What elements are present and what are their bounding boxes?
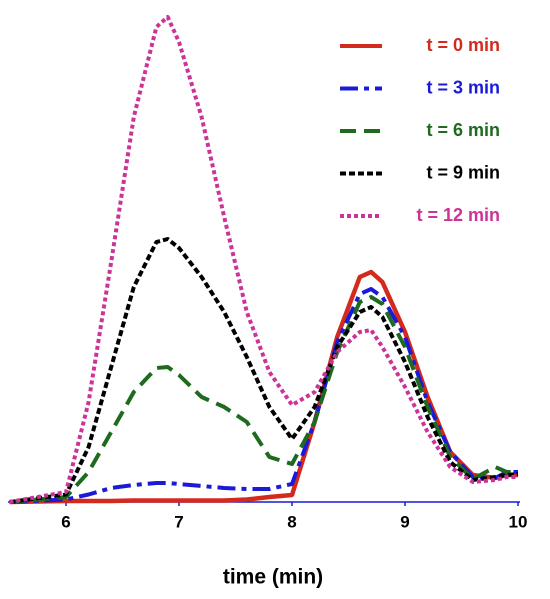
legend-label: t = 9 min	[426, 162, 500, 182]
legend-label: t = 12 min	[416, 205, 500, 225]
x-axis-label: time (min)	[223, 566, 323, 589]
x-tick-label: 8	[287, 512, 296, 531]
series-line	[9, 269, 518, 505]
series-line	[9, 237, 519, 504]
x-tick-label: 10	[509, 512, 528, 531]
series-line	[9, 295, 518, 504]
series-line	[9, 15, 518, 504]
x-tick-label: 7	[174, 512, 183, 531]
x-tick-label: 9	[400, 512, 409, 531]
legend-label: t = 3 min	[426, 77, 500, 97]
legend-label: t = 0 min	[426, 35, 500, 55]
series-line	[9, 287, 518, 504]
x-tick-label: 6	[61, 512, 70, 531]
legend-label: t = 6 min	[426, 120, 500, 140]
